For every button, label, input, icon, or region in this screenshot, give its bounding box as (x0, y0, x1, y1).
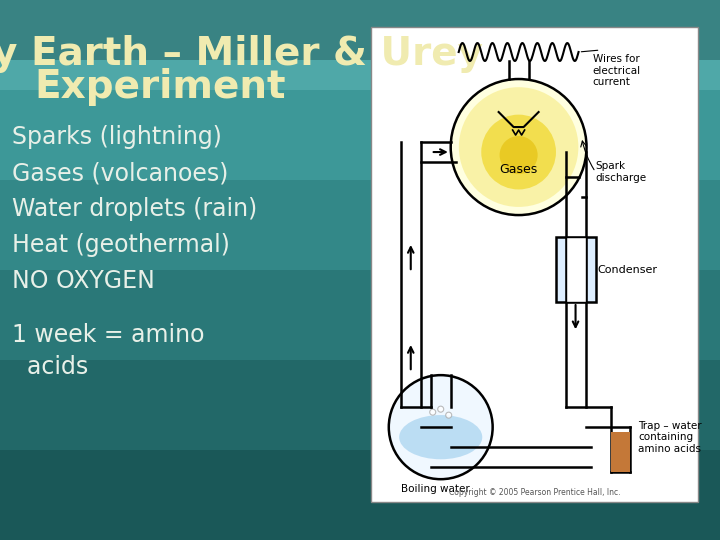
Text: Early Earth – Miller & Urey: Early Earth – Miller & Urey (0, 35, 483, 73)
Bar (0, 0, 720, 60)
Circle shape (430, 409, 436, 415)
Text: Sparks (lightning): Sparks (lightning) (12, 125, 222, 149)
Bar (0, 90, 720, 180)
Bar (566, 237, 585, 302)
Text: acids: acids (12, 355, 89, 379)
Text: Trap – water
containing
amino acids: Trap – water containing amino acids (639, 421, 702, 454)
Text: Wires for
electrical
current: Wires for electrical current (593, 54, 641, 87)
Text: Heat (geothermal): Heat (geothermal) (12, 233, 230, 257)
Bar (611, 432, 631, 472)
Text: Experiment: Experiment (35, 68, 286, 106)
Bar (0, 180, 720, 270)
Circle shape (500, 136, 538, 174)
Text: NO OXYGEN: NO OXYGEN (12, 269, 155, 293)
Bar (0, 450, 720, 540)
Ellipse shape (399, 415, 482, 460)
Text: Condenser: Condenser (598, 265, 657, 275)
Bar (0, 0, 720, 90)
Text: Spark
discharge: Spark discharge (595, 161, 647, 183)
Circle shape (481, 114, 556, 190)
Circle shape (389, 375, 492, 479)
Bar (556, 237, 595, 302)
FancyBboxPatch shape (371, 27, 698, 502)
Circle shape (451, 79, 587, 215)
Circle shape (438, 406, 444, 412)
Text: Water droplets (rain): Water droplets (rain) (12, 197, 257, 221)
Text: Gases (volcanoes): Gases (volcanoes) (12, 161, 228, 185)
Text: Boiling water: Boiling water (401, 484, 470, 494)
Text: 1 week = amino: 1 week = amino (12, 323, 204, 347)
Bar (0, 270, 720, 360)
Circle shape (459, 87, 578, 207)
Circle shape (446, 412, 451, 418)
Text: Gases: Gases (500, 163, 538, 176)
Text: Copyright © 2005 Pearson Prentice Hall, Inc.: Copyright © 2005 Pearson Prentice Hall, … (449, 488, 621, 497)
Bar (0, 360, 720, 450)
